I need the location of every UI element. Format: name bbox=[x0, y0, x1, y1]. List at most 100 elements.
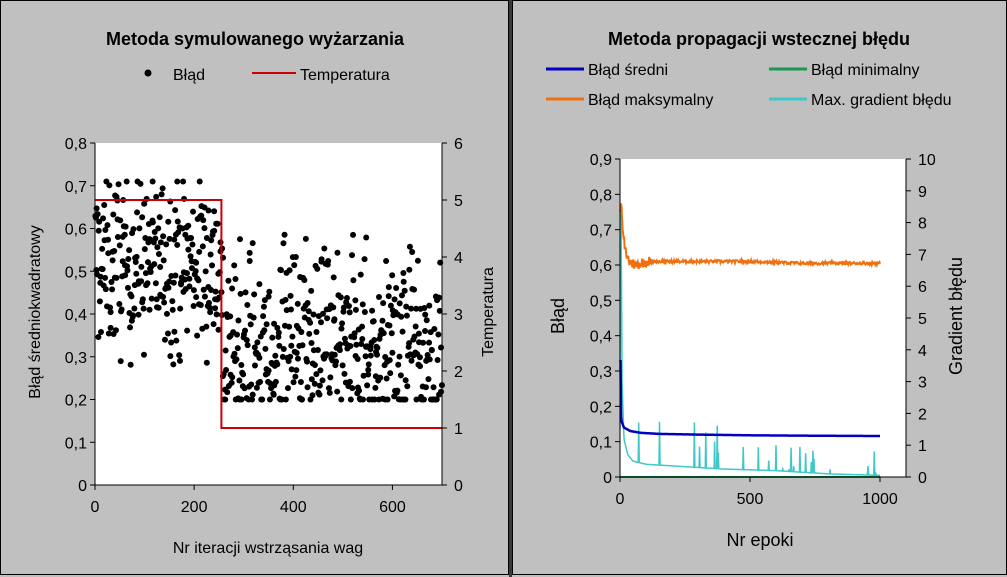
error-point bbox=[96, 298, 103, 305]
error-point bbox=[160, 233, 167, 240]
error-point bbox=[222, 396, 229, 403]
error-point bbox=[170, 361, 177, 368]
error-point bbox=[393, 284, 400, 291]
error-point bbox=[131, 305, 138, 312]
error-point bbox=[197, 302, 204, 309]
error-point bbox=[422, 327, 429, 334]
error-point bbox=[94, 211, 101, 218]
error-point bbox=[338, 325, 345, 332]
error-point bbox=[126, 247, 133, 254]
error-point bbox=[108, 279, 115, 286]
error-point bbox=[222, 347, 229, 354]
error-point bbox=[229, 285, 236, 292]
error-point bbox=[186, 275, 193, 282]
error-point bbox=[236, 236, 243, 243]
error-point bbox=[102, 227, 109, 234]
error-point bbox=[359, 336, 366, 343]
error-point bbox=[387, 370, 394, 377]
error-point bbox=[113, 274, 120, 281]
error-point bbox=[166, 235, 173, 242]
error-point bbox=[314, 265, 321, 272]
x-tick-label: 0 bbox=[616, 491, 625, 508]
error-point bbox=[428, 347, 435, 354]
error-point bbox=[290, 379, 297, 386]
error-point bbox=[319, 377, 326, 384]
error-point bbox=[238, 361, 245, 368]
y2-tick-label: 2 bbox=[454, 364, 463, 381]
error-point bbox=[185, 222, 192, 229]
error-point bbox=[293, 367, 300, 374]
error-point bbox=[331, 316, 338, 323]
error-point bbox=[193, 259, 200, 266]
error-point bbox=[243, 337, 250, 344]
error-point bbox=[248, 381, 255, 388]
error-point bbox=[261, 327, 268, 334]
y-tick-label: 0,5 bbox=[65, 264, 87, 281]
error-point bbox=[235, 317, 242, 324]
error-point bbox=[203, 323, 210, 330]
error-point bbox=[228, 379, 235, 386]
error-point bbox=[166, 278, 173, 285]
error-point bbox=[336, 341, 343, 348]
error-point bbox=[388, 330, 395, 337]
error-point bbox=[194, 332, 201, 339]
error-point bbox=[304, 299, 311, 306]
error-point bbox=[190, 303, 197, 310]
error-point bbox=[284, 385, 291, 392]
error-point bbox=[435, 331, 442, 338]
error-point bbox=[224, 389, 231, 396]
error-point bbox=[398, 313, 405, 320]
error-point bbox=[181, 195, 188, 202]
error-point bbox=[187, 253, 194, 260]
y2-axis-label: Temperatura bbox=[480, 267, 497, 357]
error-point bbox=[272, 352, 279, 359]
error-point bbox=[161, 336, 168, 343]
error-point bbox=[233, 356, 240, 363]
y-tick-label: 0 bbox=[78, 478, 87, 495]
error-point bbox=[371, 396, 378, 403]
error-point bbox=[118, 306, 125, 313]
error-point bbox=[209, 262, 216, 269]
y-tick-label: 0,6 bbox=[590, 258, 612, 275]
error-point bbox=[294, 355, 301, 362]
error-point bbox=[141, 246, 148, 253]
y2-tick-label: 8 bbox=[918, 216, 927, 233]
error-point bbox=[325, 258, 332, 265]
error-point bbox=[96, 218, 103, 225]
error-point bbox=[185, 246, 192, 253]
error-point bbox=[244, 342, 251, 349]
error-point bbox=[168, 339, 175, 346]
y-tick-label: 0,2 bbox=[590, 399, 612, 416]
panel-divider bbox=[509, 0, 512, 577]
error-point bbox=[380, 330, 387, 337]
error-point bbox=[198, 212, 205, 219]
error-point bbox=[431, 326, 438, 333]
error-point bbox=[438, 344, 445, 351]
error-point bbox=[422, 384, 429, 391]
error-point bbox=[95, 227, 102, 234]
error-point bbox=[111, 247, 118, 254]
legend-label-gradient: Max. gradient błędu bbox=[811, 92, 952, 109]
error-point bbox=[299, 396, 306, 403]
error-point bbox=[359, 323, 366, 330]
error-point bbox=[340, 304, 347, 311]
error-point bbox=[365, 366, 372, 373]
error-point bbox=[375, 293, 382, 300]
error-point bbox=[434, 357, 441, 364]
error-point bbox=[169, 298, 176, 305]
mean-error-line bbox=[618, 359, 881, 438]
error-point bbox=[244, 301, 251, 308]
error-point bbox=[421, 304, 428, 311]
error-point bbox=[330, 274, 337, 281]
y2-tick-label: 5 bbox=[454, 193, 463, 210]
error-point bbox=[420, 396, 427, 403]
error-point bbox=[158, 191, 165, 198]
error-point bbox=[246, 258, 253, 265]
error-point bbox=[190, 287, 197, 294]
error-point bbox=[383, 257, 390, 264]
error-point bbox=[433, 396, 440, 403]
error-point bbox=[281, 231, 288, 238]
error-point bbox=[180, 178, 187, 185]
error-point bbox=[159, 185, 166, 192]
error-point bbox=[172, 272, 179, 279]
